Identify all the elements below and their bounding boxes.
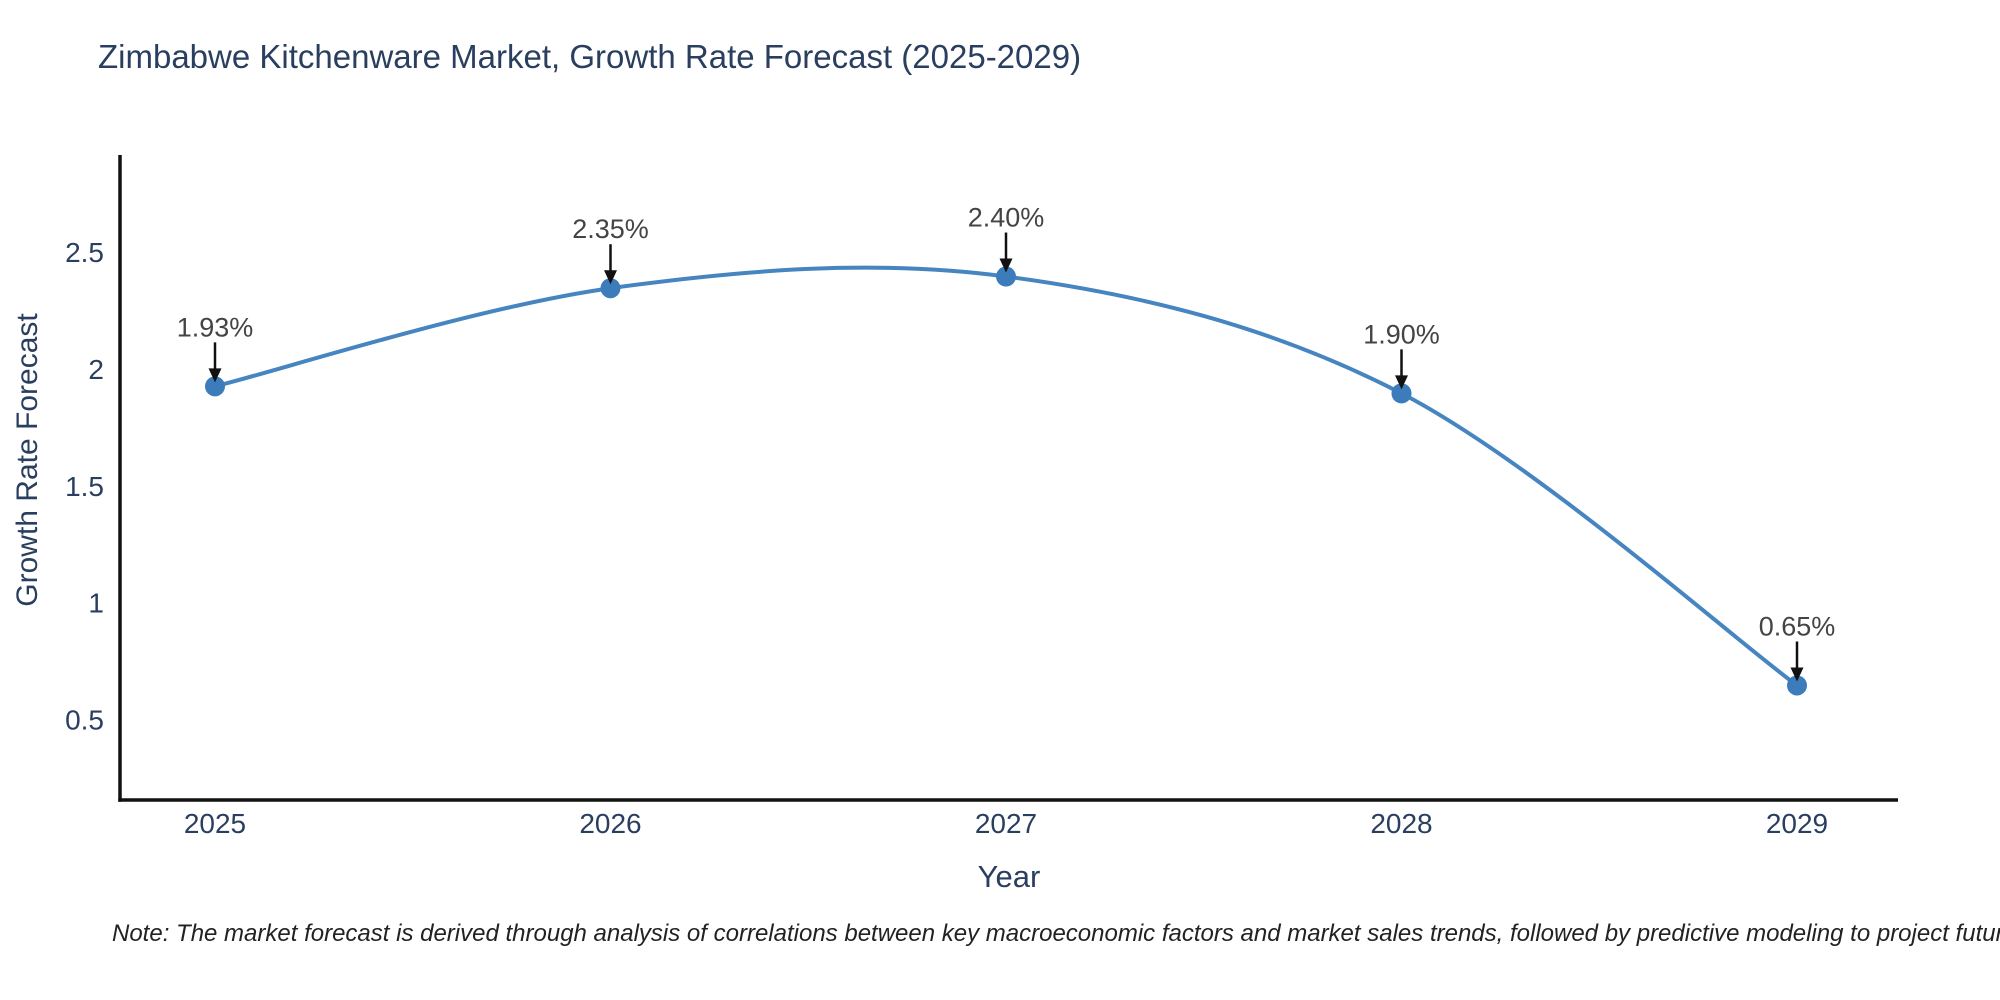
point-annotation: 2.40% xyxy=(968,203,1045,233)
y-tick-label: 1 xyxy=(88,588,104,619)
y-tick-label: 0.5 xyxy=(65,705,104,736)
annotation-arrowhead xyxy=(604,270,617,285)
y-tick-label: 2.5 xyxy=(65,237,104,268)
x-tick-label: 2026 xyxy=(579,808,641,839)
x-tick-label: 2029 xyxy=(1766,808,1828,839)
data-point-marker xyxy=(600,278,621,299)
data-point-marker xyxy=(1391,383,1412,404)
annotation-arrowhead xyxy=(1395,375,1408,390)
point-annotation: 1.90% xyxy=(1363,319,1440,349)
point-annotation: 1.93% xyxy=(177,312,254,342)
forecast-line xyxy=(213,265,1799,688)
data-point-marker xyxy=(205,376,225,397)
data-point-marker xyxy=(996,266,1016,287)
data-point-marker xyxy=(1787,675,1807,696)
point-annotation: 0.65% xyxy=(1759,611,1836,641)
x-axis-title: Year xyxy=(977,859,1041,894)
x-tick-label: 2027 xyxy=(975,808,1037,839)
x-tick-label: 2025 xyxy=(184,808,246,839)
footnote: Note: The market forecast is derived thr… xyxy=(112,920,2000,947)
annotation-arrowhead xyxy=(208,368,222,383)
annotation-arrowhead xyxy=(1790,667,1804,682)
annotation-arrowhead xyxy=(999,258,1013,273)
chart-title: Zimbabwe Kitchenware Market, Growth Rate… xyxy=(98,38,1082,75)
x-tick-label: 2028 xyxy=(1370,808,1432,839)
y-tick-label: 2 xyxy=(88,354,104,385)
point-annotation: 2.35% xyxy=(572,214,649,244)
y-tick-label: 1.5 xyxy=(65,471,104,502)
